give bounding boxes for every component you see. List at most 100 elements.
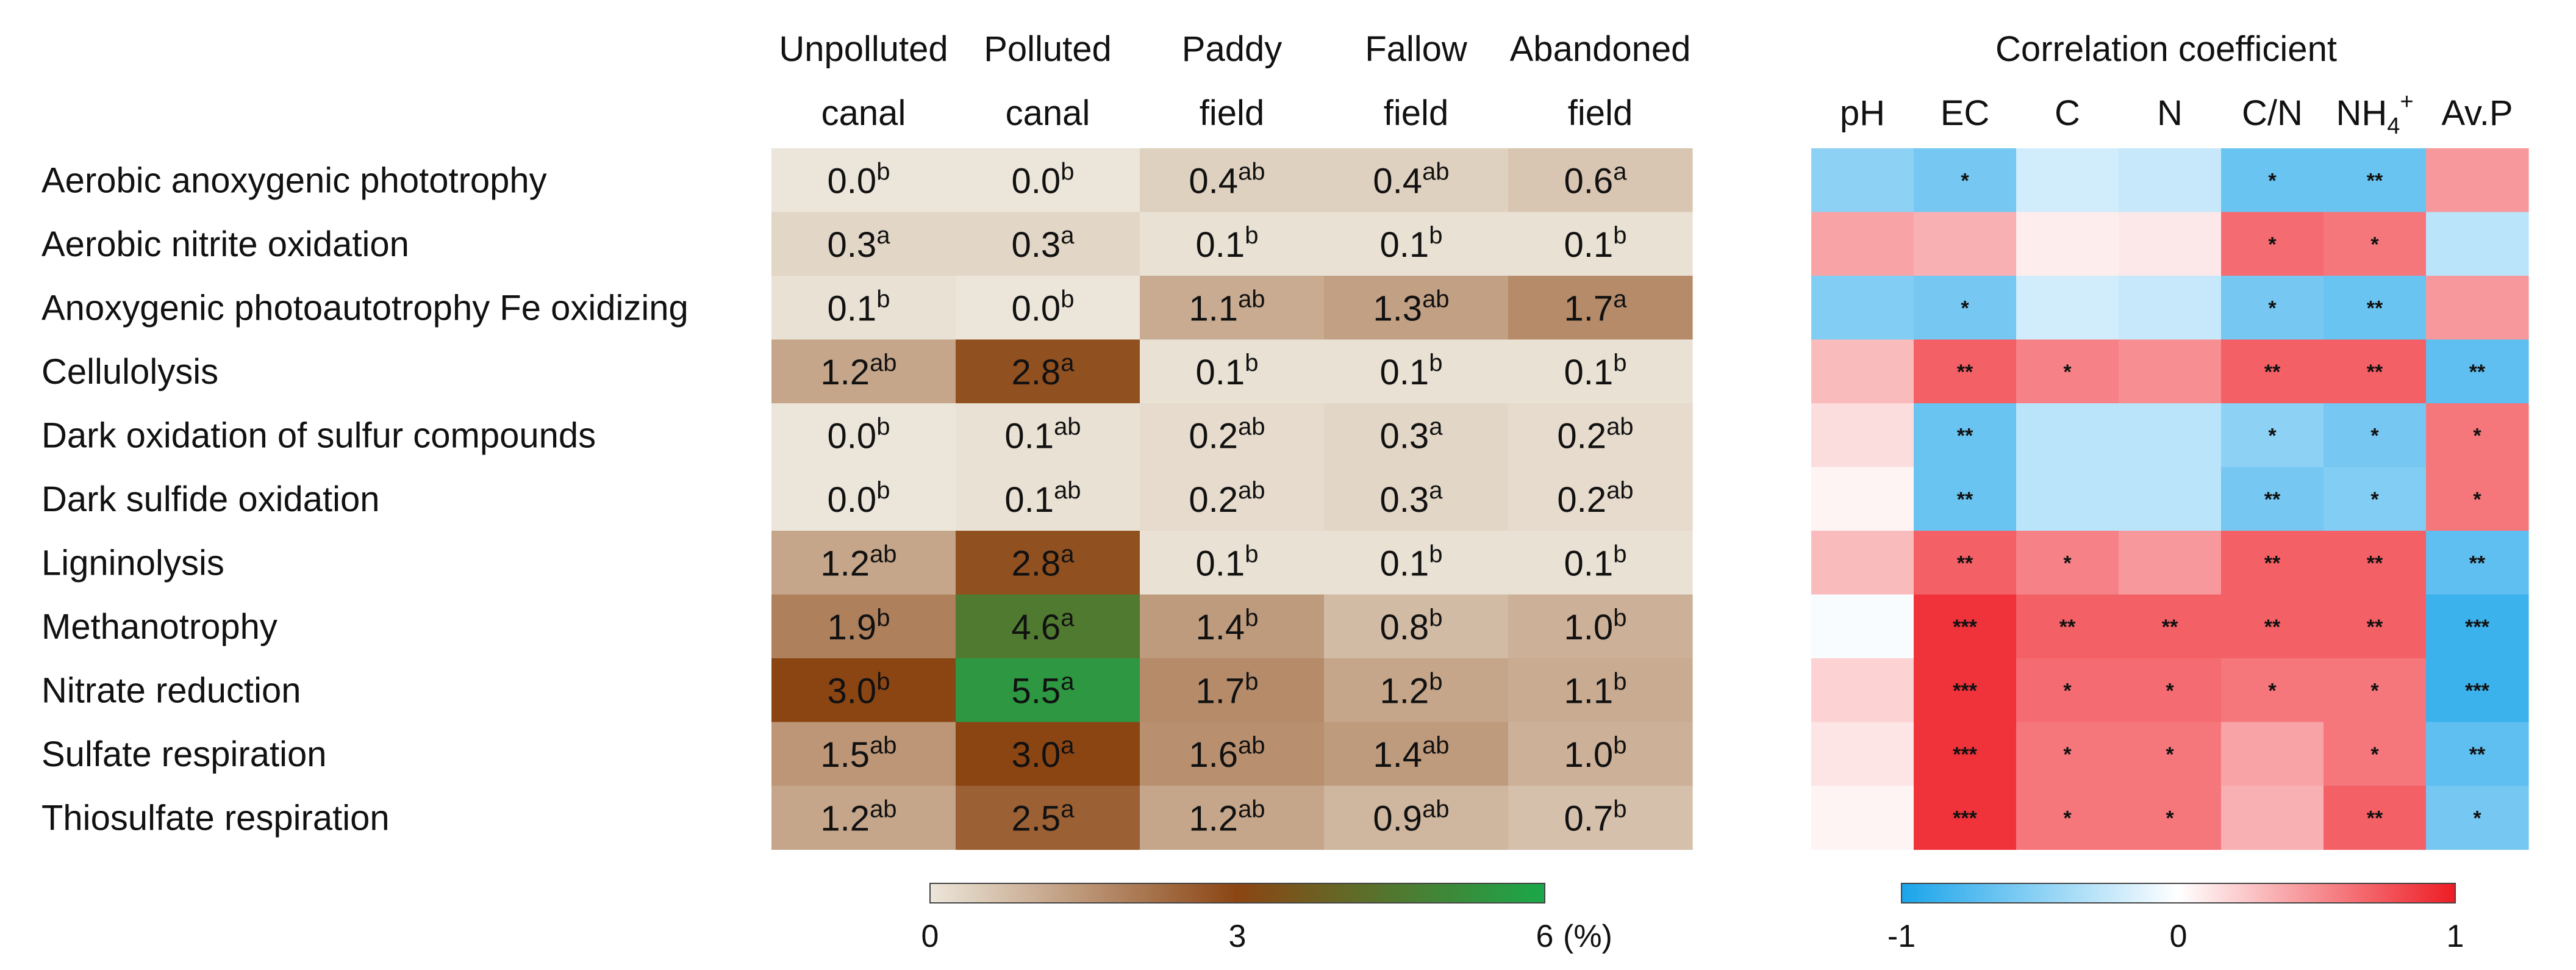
correlation-cell (2221, 467, 2324, 531)
column-label: Fallow (1365, 29, 1468, 69)
correlation-cell (1811, 594, 1914, 659)
heatmap-cell (1508, 722, 1693, 786)
heatmap-cell (771, 722, 956, 786)
heatmap-cell (1140, 786, 1325, 850)
heatmap-cell (771, 531, 956, 595)
colorbar-tick-label: -1 (1887, 919, 1916, 954)
heatmap-cell (956, 594, 1140, 659)
column-label: N (2157, 93, 2183, 133)
correlation-cell (2016, 786, 2119, 850)
heatmap-cell (1140, 658, 1325, 723)
row-label: Aerobic anoxygenic phototrophy (41, 160, 547, 200)
column-label: Unpolluted (779, 29, 948, 69)
correlation-cell (1811, 658, 1914, 723)
correlation-cell (2221, 594, 2324, 659)
significance-mark: *** (2465, 679, 2489, 702)
heatmap-cell (1324, 531, 1509, 595)
correlation-cell (2119, 339, 2222, 404)
significance-mark: *** (1953, 807, 1977, 830)
correlation-cell (1811, 276, 1914, 340)
significance-mark: * (2268, 169, 2277, 192)
correlation-cells: * * *** ** * **** * ** ** **** * * *** ** * *** * ** ** ***… (1811, 148, 2529, 850)
correlation-cell (2324, 658, 2427, 723)
heatmap-cell (1324, 594, 1509, 659)
cell-value: 0.1b (1564, 541, 1627, 583)
row-label: Thiosulfate respiration (41, 798, 390, 838)
cell-value: 0.3a (1380, 413, 1444, 456)
heatmap-cell (1324, 212, 1509, 276)
correlation-cell (2221, 148, 2324, 213)
significance-mark: ** (2367, 807, 2383, 830)
cell-value: 1.4b (1196, 605, 1259, 647)
significance-mark: * (2370, 743, 2379, 766)
heatmap-cell (771, 276, 956, 340)
column-label: field (1568, 93, 1633, 133)
colorbar-tick-label: 1 (2447, 919, 2464, 954)
cell-value: 5.5a (1012, 668, 1075, 711)
heatmap-cell (1508, 467, 1693, 531)
colorbar-tick-label: 0 (2170, 919, 2188, 954)
correlation-cell (2016, 658, 2119, 723)
percent-heatmap: Unpolluted canal Polluted canal Paddy field Fa… (771, 29, 1693, 954)
heatmap-cell (771, 212, 956, 276)
colorbar-tick-label: 6 (1536, 919, 1554, 954)
heatmap-cell (956, 212, 1140, 276)
cell-value: 0.1b (1380, 350, 1443, 392)
correlation-cell (1811, 212, 1914, 276)
significance-mark: * (2268, 233, 2277, 256)
column-label: Av.P (2441, 93, 2513, 133)
correlation-cell (2119, 594, 2222, 659)
correlation-cell (1811, 403, 1914, 468)
heatmap-cell (1508, 594, 1693, 659)
significance-mark: * (2473, 424, 2481, 447)
row-label: Nitrate reduction (41, 670, 301, 710)
colorbar-unit: (%) (1563, 919, 1612, 954)
correlation-cell (2426, 531, 2529, 595)
cell-value: 1.7a (1564, 286, 1628, 328)
row-label: Methanotrophy (41, 607, 277, 647)
percent-heatmap-cells: 0.0b 0.0b 0.4ab 0.4ab 0.6a 0.3a 0.3a 0.1b 0.1b 0.… (771, 148, 1693, 850)
significance-mark: * (2473, 807, 2481, 830)
correlation-cell (1914, 786, 2017, 850)
cell-value: 0.0b (1012, 286, 1075, 328)
correlation-cell (1811, 467, 1914, 531)
significance-mark: * (2370, 424, 2379, 447)
significance-mark: * (2063, 551, 2072, 575)
column-label: pH (1840, 93, 1885, 133)
correlation-cell (2119, 467, 2222, 531)
cell-value: 0.2ab (1189, 413, 1265, 456)
correlation-heatmap: Correlation coefficient pH EC C N C/N NH4+ Av.… (1811, 29, 2529, 954)
correlation-cell (2119, 148, 2222, 213)
significance-mark: * (1961, 296, 1969, 320)
cell-value: 0.1b (1380, 222, 1443, 265)
correlation-cell (2426, 467, 2529, 531)
correlation-cell (1811, 786, 1914, 850)
correlation-cell (1811, 339, 1914, 404)
column-label: field (1384, 93, 1448, 133)
correlation-cell (2426, 212, 2529, 276)
correlation-cell (1914, 212, 2017, 276)
correlation-cell (2324, 722, 2427, 786)
cell-value: 1.1ab (1189, 286, 1265, 328)
cell-value: 1.9b (828, 605, 890, 647)
colorbar-tick-label: 0 (921, 919, 939, 954)
correlation-cell (2016, 467, 2119, 531)
heatmap-cell (1140, 531, 1325, 595)
significance-mark: * (2370, 233, 2379, 256)
column-label: EC (1941, 93, 1990, 133)
correlation-cell (2016, 722, 2119, 786)
heatmap-cell (1508, 531, 1693, 595)
cell-value: 0.3a (1380, 477, 1444, 520)
significance-mark: * (2370, 488, 2379, 511)
heatmap-cell (1508, 276, 1693, 340)
correlation-cell (2221, 276, 2324, 340)
correlation-cell (2221, 339, 2324, 404)
correlation-cell (2119, 403, 2222, 468)
row-label: Ligninolysis (41, 543, 224, 583)
significance-mark: * (2063, 679, 2072, 702)
cell-value: 0.3a (1012, 222, 1075, 265)
correlation-cell (2426, 594, 2529, 659)
heatmap-cell (1140, 467, 1325, 531)
correlation-cell (2324, 403, 2427, 468)
